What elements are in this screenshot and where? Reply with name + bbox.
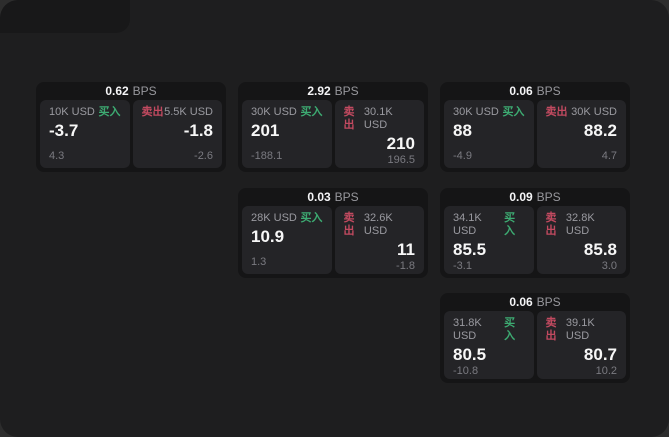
sell-price: 85.8 (583, 240, 617, 259)
sell-panel[interactable]: 卖出 32.8K USD 85.8 3.0 (536, 206, 626, 274)
spread-value: 0.06 (509, 84, 533, 98)
buy-amount: 31.8K USD (453, 317, 482, 342)
sell-label: 卖出 (545, 317, 557, 342)
bps-label: BPS (536, 295, 561, 309)
sell-price: 80.7 (583, 345, 617, 364)
sell-amount: 30.1K USD (363, 106, 393, 131)
spread-header: 0.62 BPS (40, 82, 222, 100)
buy-label: 买入 (504, 212, 516, 237)
spread-value: 0.06 (509, 295, 533, 309)
quote-card: 0.62 BPS 10K USD 买入 -3.7 4.3 卖出 5.5K USD… (36, 82, 226, 172)
bps-label: BPS (132, 84, 157, 98)
bps-label: BPS (536, 190, 561, 204)
buy-price: 10.9 (251, 227, 285, 246)
bps-label: BPS (334, 84, 359, 98)
buy-price: 201 (251, 121, 280, 140)
buy-price: -3.7 (49, 121, 79, 140)
buy-delta: -10.8 (453, 365, 479, 377)
buy-label: 买入 (300, 212, 323, 224)
sell-price: 210 (386, 134, 415, 153)
buy-delta: 4.3 (49, 150, 65, 162)
buy-amount: 10K USD (49, 106, 95, 118)
sell-amount: 32.8K USD (565, 212, 595, 237)
buy-panel[interactable]: 31.8K USD 买入 80.5 -10.8 (444, 311, 534, 379)
spread-header: 0.09 BPS (444, 188, 626, 206)
sell-delta: 3.0 (601, 260, 617, 272)
buy-label: 买入 (504, 317, 516, 342)
sell-amount: 32.6K USD (363, 212, 393, 237)
buy-panel[interactable]: 10K USD 买入 -3.7 4.3 (40, 100, 130, 168)
sell-label: 卖出 (343, 106, 355, 131)
buy-panel[interactable]: 28K USD 买入 10.9 1.3 (242, 206, 332, 274)
corner-overlay (0, 0, 130, 33)
spread-value: 0.09 (509, 190, 533, 204)
buy-label: 买入 (502, 106, 525, 118)
buy-panel[interactable]: 30K USD 买入 88 -4.9 (444, 100, 534, 168)
sell-label: 卖出 (545, 212, 557, 237)
spread-value: 0.62 (105, 84, 129, 98)
sell-delta: -2.6 (194, 150, 213, 162)
buy-price: 85.5 (453, 240, 487, 259)
quote-card: 0.03 BPS 28K USD 买入 10.9 1.3 卖出 32.6K US… (238, 188, 428, 278)
sell-label: 卖出 (343, 212, 355, 237)
sell-panel[interactable]: 卖出 30K USD 88.2 4.7 (536, 100, 626, 168)
sell-price: 88.2 (583, 121, 617, 140)
buy-panel[interactable]: 34.1K USD 买入 85.5 -3.1 (444, 206, 534, 274)
spread-header: 0.06 BPS (444, 82, 626, 100)
buy-delta: -4.9 (453, 150, 472, 162)
sell-amount: 39.1K USD (565, 317, 595, 342)
sell-delta: 196.5 (387, 154, 415, 166)
spread-value: 2.92 (307, 84, 331, 98)
sell-price: 11 (397, 240, 415, 259)
sell-panel[interactable]: 卖出 30.1K USD 210 196.5 (334, 100, 424, 168)
spread-value: 0.03 (307, 190, 331, 204)
quote-card: 0.06 BPS 30K USD 买入 88 -4.9 卖出 30K USD 8… (440, 82, 630, 172)
buy-delta: 1.3 (251, 256, 267, 268)
sell-label: 卖出 (545, 106, 568, 118)
sell-panel[interactable]: 卖出 39.1K USD 80.7 10.2 (536, 311, 626, 379)
buy-amount: 30K USD (453, 106, 499, 118)
quote-card: 0.09 BPS 34.1K USD 买入 85.5 -3.1 卖出 32.8K… (440, 188, 630, 278)
sell-amount: 5.5K USD (164, 106, 213, 118)
buy-price: 88 (453, 121, 472, 140)
spread-header: 0.03 BPS (242, 188, 424, 206)
buy-delta: -3.1 (453, 260, 472, 272)
spread-header: 2.92 BPS (242, 82, 424, 100)
bps-label: BPS (536, 84, 561, 98)
sell-delta: 10.2 (595, 365, 617, 377)
sell-amount: 30K USD (571, 106, 617, 118)
sell-price: -1.8 (183, 121, 213, 140)
sell-panel[interactable]: 卖出 32.6K USD 11 -1.8 (334, 206, 424, 274)
sell-panel[interactable]: 卖出 5.5K USD -1.8 -2.6 (132, 100, 222, 168)
spread-header: 0.06 BPS (444, 293, 626, 311)
buy-amount: 30K USD (251, 106, 297, 118)
quote-card: 0.06 BPS 31.8K USD 买入 80.5 -10.8 卖出 39.1… (440, 293, 630, 383)
buy-amount: 28K USD (251, 212, 297, 224)
buy-delta: -188.1 (251, 150, 283, 162)
buy-amount: 34.1K USD (453, 212, 482, 237)
buy-price: 80.5 (453, 345, 487, 364)
sell-delta: -1.8 (396, 260, 415, 272)
buy-label: 买入 (98, 106, 121, 118)
sell-delta: 4.7 (601, 150, 617, 162)
bps-label: BPS (334, 190, 359, 204)
buy-label: 买入 (300, 106, 323, 118)
buy-panel[interactable]: 30K USD 买入 201 -188.1 (242, 100, 332, 168)
quote-card: 2.92 BPS 30K USD 买入 201 -188.1 卖出 30.1K … (238, 82, 428, 172)
sell-label: 卖出 (141, 106, 164, 118)
